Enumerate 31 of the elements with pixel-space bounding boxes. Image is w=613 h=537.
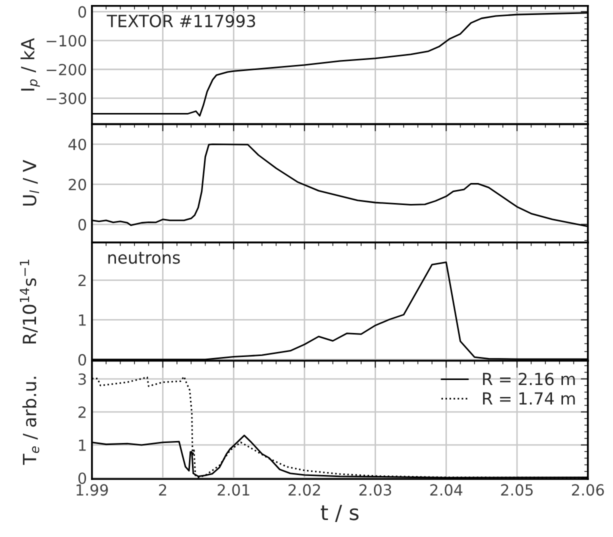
y-tick-label: 0 (78, 218, 86, 230)
annotation: neutrons (108, 252, 180, 264)
y-tick-label: −200 (46, 64, 86, 76)
y-tick-label: 1 (79, 314, 86, 326)
y-axis-title: U$_{l}$ / V (22, 160, 40, 206)
y-tick-label: 0 (78, 354, 86, 366)
y-tick-label: 3 (78, 373, 86, 385)
x-tick-label: 2.04 (430, 484, 462, 496)
x-tick-label: 2.05 (501, 484, 533, 496)
x-tick-label: 2.06 (572, 484, 604, 496)
y-tick-label: 40 (68, 138, 86, 150)
y-tick-label: −300 (46, 92, 86, 104)
legend-label: R = 2.16 m (483, 372, 575, 386)
x-tick-label: 2.03 (359, 484, 392, 496)
y-axis-title: I$_{p}$ / kA (20, 38, 40, 91)
x-tick-label: 2.02 (288, 484, 320, 496)
y-tick-label: −100 (46, 34, 86, 47)
y-tick-label: 2 (78, 274, 86, 286)
y-tick-label: 0 (78, 472, 86, 484)
y-axis-title: T$_{e}$ / arb.u. (22, 376, 40, 465)
y-tick-label: 1 (79, 440, 86, 451)
x-tick-label: 2.01 (218, 484, 250, 496)
y-tick-label: 0 (78, 6, 86, 18)
y-axis-title: R/10$^{14}$s$^{−1}$ (20, 260, 38, 344)
annotation: TEXTOR #117993 (106, 14, 256, 28)
x-tick-label: 1.99 (76, 484, 108, 496)
x-tick-label: 2 (159, 484, 166, 496)
x-axis-title: t / s (320, 504, 359, 522)
y-tick-label: 20 (68, 178, 86, 190)
y-tick-label: 2 (78, 406, 86, 418)
legend-label: R = 1.74 m (483, 392, 575, 405)
